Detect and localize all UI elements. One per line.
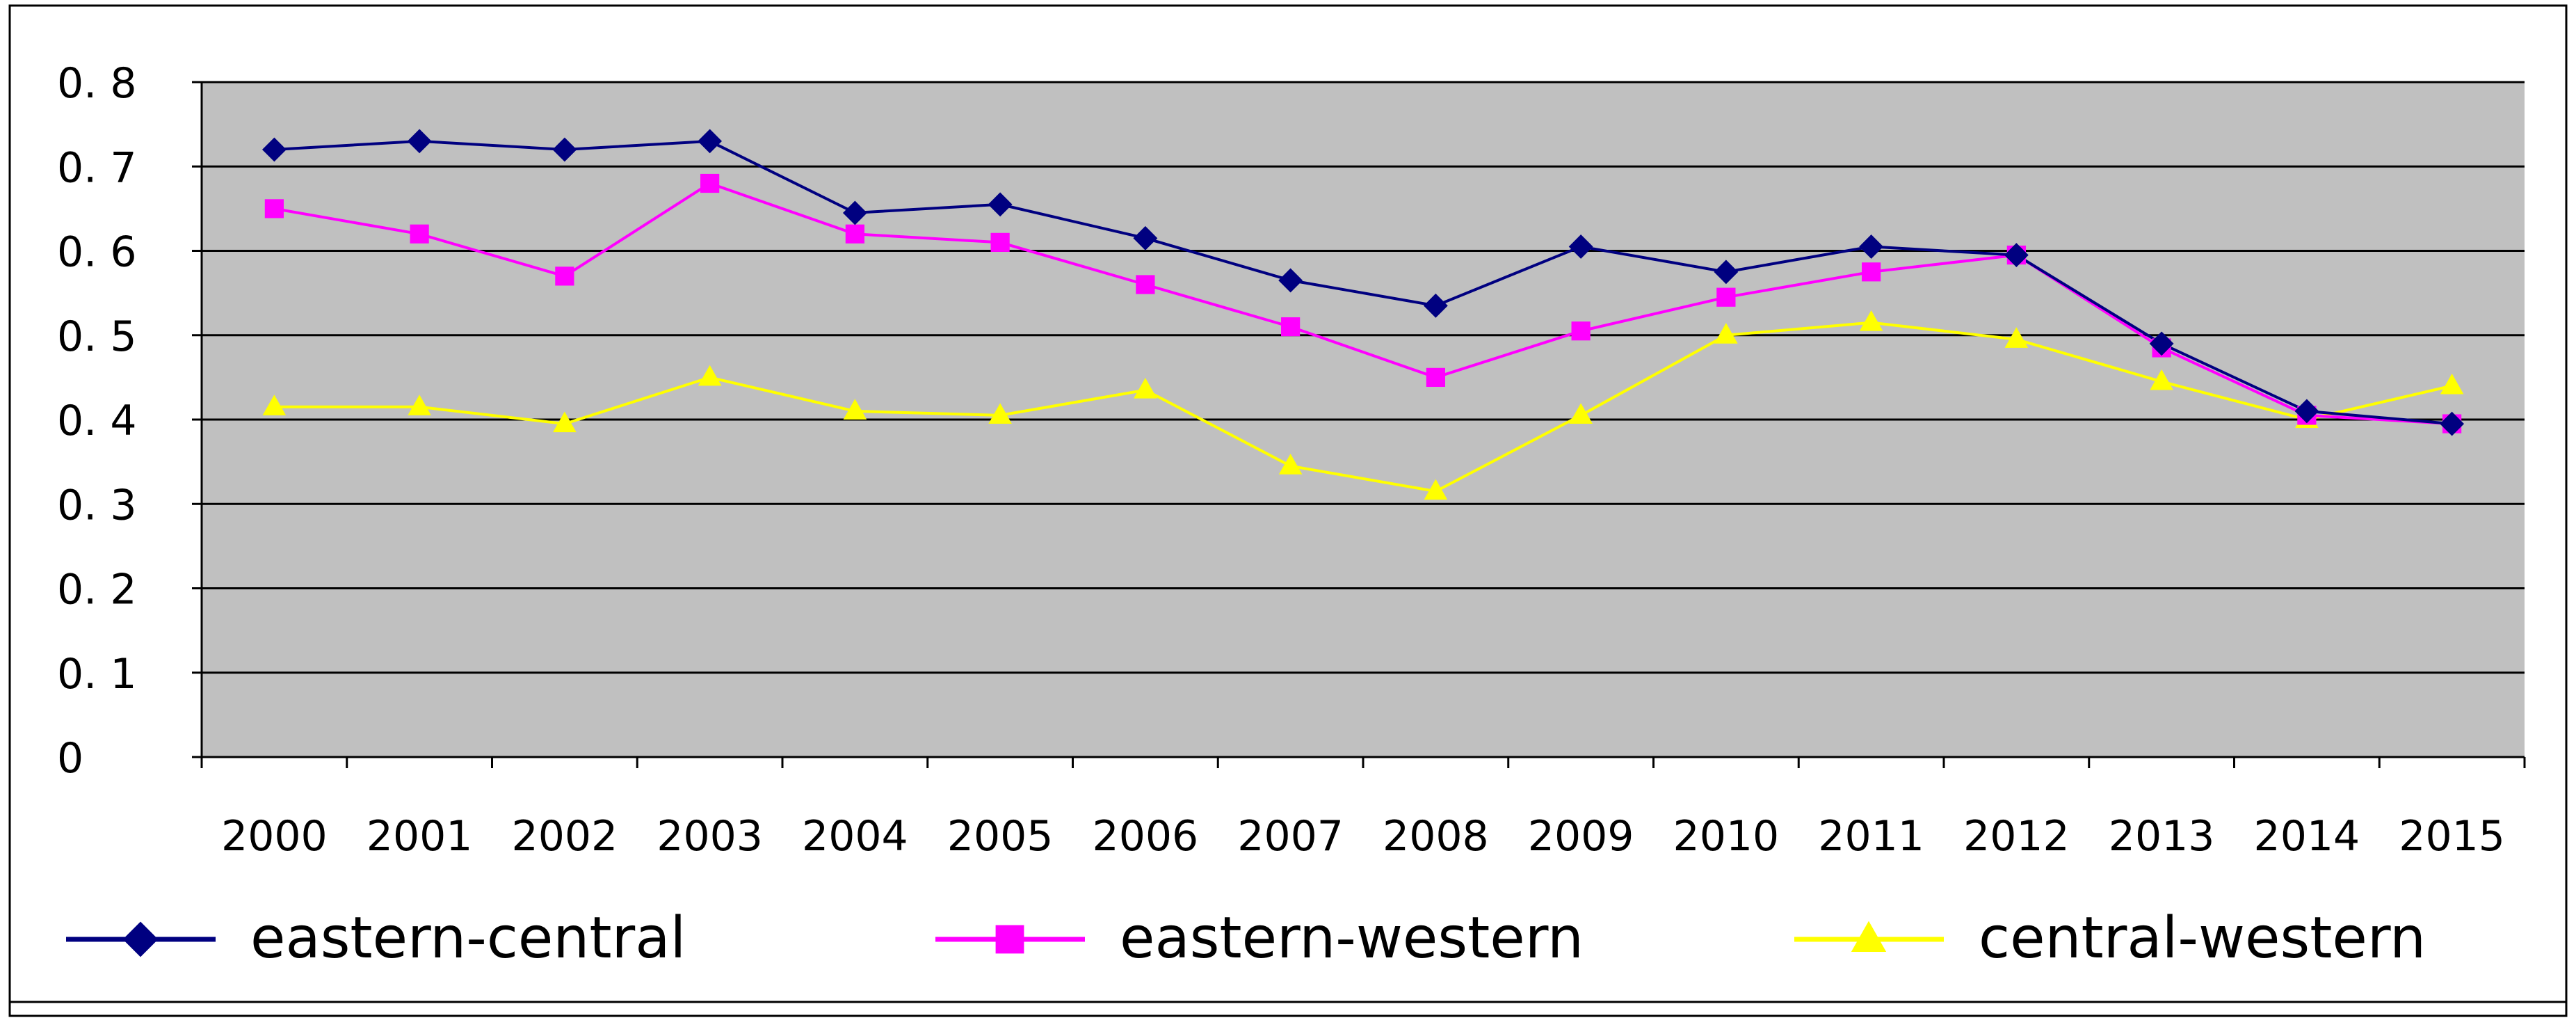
data-point-diamond (1568, 234, 1593, 259)
data-point-square (264, 199, 284, 218)
data-point-triangle (988, 403, 1012, 424)
data-point-diamond (2440, 411, 2465, 436)
data-point-diamond (2149, 331, 2174, 356)
x-tick-label: 2004 (802, 812, 908, 861)
legend-label: eastern-central (250, 905, 686, 971)
data-point-square (1571, 321, 1591, 341)
data-point-triangle (1424, 479, 1448, 500)
data-point-triangle (1714, 323, 1738, 344)
data-point-triangle (698, 365, 722, 386)
grid-lines (192, 81, 2525, 758)
series-line-eastern-western (274, 182, 2452, 426)
y-tick-label: 0. 6 (57, 228, 137, 277)
x-tick-label: 2015 (2399, 812, 2505, 861)
data-point-triangle (553, 411, 577, 433)
data-point-diamond (407, 129, 432, 154)
data-point-diamond (1133, 225, 1158, 250)
data-point-diamond (842, 200, 867, 225)
data-point-triangle (2440, 373, 2464, 395)
data-point-square (1281, 317, 1301, 337)
data-point-square (410, 224, 429, 244)
data-point-triangle (2150, 369, 2173, 390)
data-point-diamond (261, 137, 287, 162)
x-tick-label: 2002 (512, 812, 618, 861)
data-point-square (1426, 367, 1445, 387)
y-tick-label: 0. 3 (57, 481, 137, 530)
x-tick-label: 2012 (1963, 812, 2070, 861)
data-point-diamond (2004, 243, 2029, 267)
x-tick-label: 2011 (1818, 812, 1924, 861)
data-point-diamond (1859, 234, 1884, 259)
data-point-square (555, 266, 574, 286)
data-point-square (1716, 287, 1736, 307)
data-point-triangle (1278, 454, 1303, 475)
x-tick-label: 2003 (657, 812, 763, 861)
x-tick-label: 2013 (2109, 812, 2215, 861)
data-point-diamond (698, 129, 723, 154)
data-point-triangle (408, 395, 431, 415)
legend-label: central-western (1979, 905, 2426, 971)
series-markers (261, 129, 2465, 500)
data-point-triangle (2004, 327, 2029, 348)
data-point-diamond (552, 137, 577, 162)
x-tick-labels: 2000 2001 2002 2003 2004 2005 2006 2007 2008 2009… (221, 812, 2505, 861)
data-point-square (700, 173, 720, 193)
y-tick-label: 0. 8 (57, 59, 137, 108)
data-point-triangle (1851, 921, 1887, 952)
x-tick-label: 2014 (2254, 812, 2360, 861)
data-point-square (1862, 262, 1881, 282)
y-tick-label: 0. 5 (57, 312, 137, 361)
data-point-diamond (1278, 268, 1303, 293)
y-tick-label: 0 (57, 734, 83, 783)
x-tick-label: 2001 (367, 812, 473, 861)
x-tick-label: 2000 (221, 812, 328, 861)
y-tick-label: 0. 7 (57, 143, 137, 192)
x-tick-label: 2008 (1383, 812, 1489, 861)
data-point-square (845, 224, 864, 244)
y-tick-label: 0. 4 (57, 397, 137, 445)
data-point-triangle (262, 395, 287, 415)
data-point-diamond (122, 921, 159, 957)
data-point-square (1136, 275, 1155, 294)
x-tick-label: 2005 (947, 812, 1054, 861)
series-line-central-western (274, 321, 2453, 493)
axes (200, 82, 2526, 768)
data-point-diamond (1714, 260, 1739, 285)
data-point-triangle (843, 399, 867, 420)
y-tick-label: 0. 1 (57, 650, 137, 699)
x-tick-label: 2009 (1528, 812, 1634, 861)
x-tick-label: 2006 (1093, 812, 1199, 861)
data-point-diamond (1423, 293, 1448, 318)
data-point-square (995, 925, 1024, 954)
data-point-triangle (1859, 310, 1883, 331)
x-tick-label: 2010 (1673, 812, 1780, 861)
y-tick-labels: 0 0. 1 0. 2 0. 3 0. 4 0. 5 0. 6 0. 7 0. 8 (57, 59, 137, 783)
data-point-square (990, 232, 1010, 252)
data-point-diamond (2294, 399, 2319, 424)
series-lines (274, 139, 2453, 493)
data-point-triangle (1134, 377, 1157, 399)
legend-label: eastern-western (1120, 905, 1584, 971)
data-point-triangle (1569, 403, 1593, 424)
y-tick-label: 0. 2 (57, 566, 137, 614)
data-point-diamond (988, 192, 1013, 217)
series-line-eastern-central (274, 139, 2452, 426)
x-tick-label: 2007 (1237, 812, 1344, 861)
legend: eastern-central eastern-western central-we… (66, 905, 2426, 971)
